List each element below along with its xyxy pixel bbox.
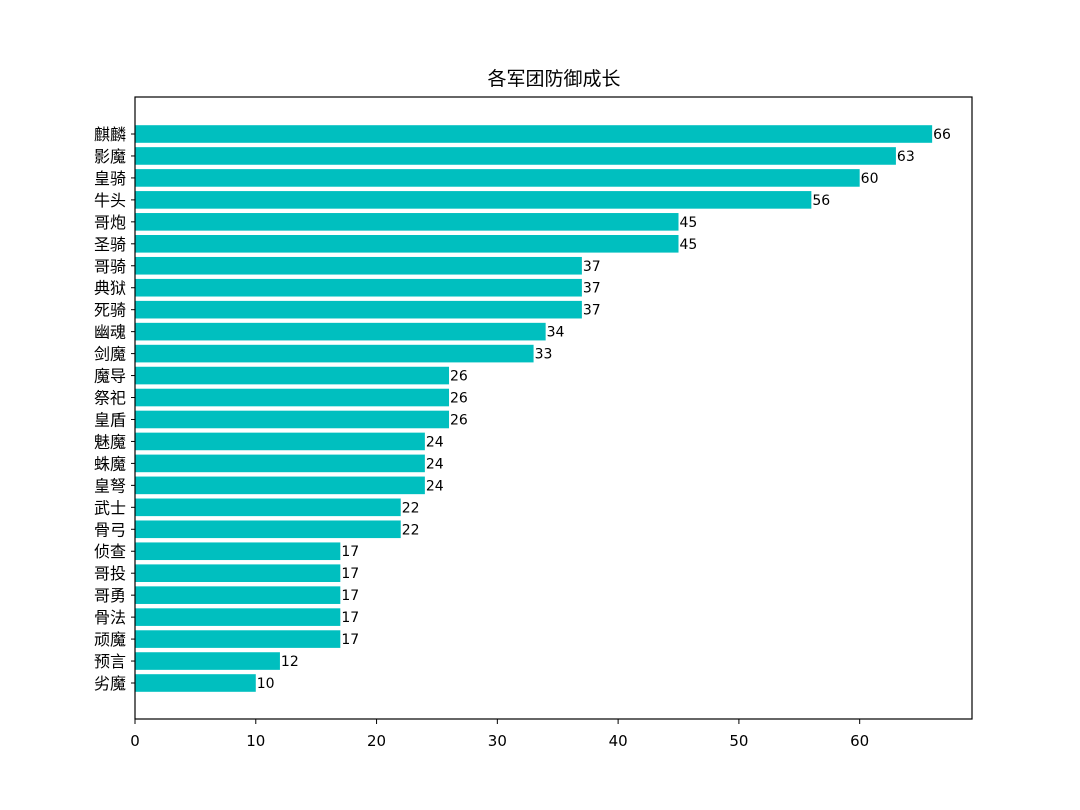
category-label: 哥骑 (94, 257, 126, 276)
category-label: 剑魔 (94, 345, 126, 364)
bar-骨弓 (135, 520, 401, 539)
data-label: 24 (426, 478, 444, 494)
bar-武士 (135, 498, 401, 517)
data-label: 60 (861, 171, 879, 187)
bars-group (135, 125, 933, 692)
x-tick-label: 40 (609, 732, 628, 750)
data-label: 33 (535, 347, 553, 363)
x-axis: 0 10 20 30 40 50 60 (130, 719, 869, 750)
data-label: 17 (341, 610, 359, 626)
category-label: 魅魔 (94, 432, 126, 451)
bar-侦查 (135, 542, 341, 561)
data-label: 24 (426, 456, 444, 472)
x-tick-label: 0 (130, 732, 140, 750)
bar-哥勇 (135, 586, 341, 604)
bar-麒麟 (135, 125, 933, 143)
data-label: 24 (426, 434, 444, 450)
chart-title: 各军团防御成长 (487, 68, 620, 90)
bar-蛛魔 (135, 454, 425, 473)
data-label: 22 (402, 522, 420, 538)
bar-哥投 (135, 564, 341, 582)
category-label: 死骑 (94, 301, 126, 320)
bar-剑魔 (135, 344, 534, 363)
data-label: 37 (583, 303, 601, 319)
bar-皇盾 (135, 410, 450, 429)
data-label: 26 (450, 369, 468, 385)
data-label: 45 (680, 215, 698, 231)
x-tick-label: 30 (488, 732, 507, 750)
data-labels: 66 63 60 56 45 45 37 37 37 34 33 26 26 26 24 24 24 22 22 17… (257, 127, 951, 692)
bar-圣骑 (135, 235, 679, 253)
bar-皇骑 (135, 169, 860, 187)
data-label: 17 (341, 566, 359, 582)
bar-皇弩 (135, 476, 425, 495)
bar-祭祀 (135, 388, 450, 407)
x-tick-label: 50 (729, 732, 748, 750)
data-label: 63 (897, 149, 915, 165)
category-label: 蛛魔 (94, 454, 126, 473)
data-label: 37 (583, 281, 601, 297)
category-label: 皇骑 (94, 169, 126, 188)
bar-死骑 (135, 300, 582, 319)
x-tick-label: 60 (850, 732, 869, 750)
data-label: 66 (933, 127, 951, 143)
data-label: 34 (547, 325, 565, 341)
category-label: 预言 (94, 652, 126, 671)
category-label: 骨弓 (94, 520, 126, 539)
bar-影魔 (135, 147, 896, 165)
category-label: 武士 (94, 498, 126, 517)
category-label: 幽魂 (94, 323, 126, 342)
bar-劣魔 (135, 674, 256, 692)
category-label: 影魔 (94, 147, 126, 166)
category-label: 魔导 (94, 367, 126, 386)
category-label: 侦查 (94, 542, 126, 561)
bar-典狱 (135, 278, 582, 297)
category-label: 哥投 (94, 564, 126, 583)
category-label: 哥勇 (94, 586, 126, 605)
x-tick-label: 20 (367, 732, 386, 750)
category-label: 祭祀 (94, 389, 126, 408)
category-label: 皇弩 (94, 476, 126, 495)
bar-预言 (135, 652, 280, 670)
bar-哥骑 (135, 256, 582, 275)
category-label: 麒麟 (94, 125, 126, 144)
category-label: 牛头 (94, 191, 126, 210)
x-tick-label: 10 (246, 732, 265, 750)
data-label: 22 (402, 500, 420, 516)
bar-牛头 (135, 191, 812, 209)
data-label: 26 (450, 391, 468, 407)
bar-魅魔 (135, 432, 425, 451)
data-label: 56 (812, 193, 830, 209)
category-label: 顽魔 (94, 630, 126, 649)
bar-顽魔 (135, 630, 341, 648)
category-label: 典狱 (94, 279, 126, 298)
data-label: 12 (281, 654, 299, 670)
bar-骨法 (135, 608, 341, 626)
plot-frame (134, 96, 973, 720)
bar-哥炮 (135, 213, 679, 231)
data-label: 17 (341, 544, 359, 560)
data-label: 17 (341, 632, 359, 648)
data-label: 10 (257, 676, 275, 692)
data-label: 45 (680, 237, 698, 253)
data-label: 26 (450, 412, 468, 428)
data-label: 37 (583, 259, 601, 275)
category-label: 皇盾 (94, 410, 126, 429)
category-label: 圣骑 (94, 235, 126, 254)
bar-幽魂 (135, 322, 546, 341)
data-label: 17 (341, 588, 359, 604)
bar-魔导 (135, 366, 450, 385)
category-label: 劣魔 (94, 674, 126, 693)
category-labels: 麒麟影魔皇骑牛头哥炮圣骑哥骑典狱死骑幽魂剑魔魔导祭祀皇盾魅魔蛛魔皇弩武士骨弓侦查… (94, 125, 135, 693)
category-label: 哥炮 (94, 213, 126, 232)
category-label: 骨法 (94, 608, 126, 627)
